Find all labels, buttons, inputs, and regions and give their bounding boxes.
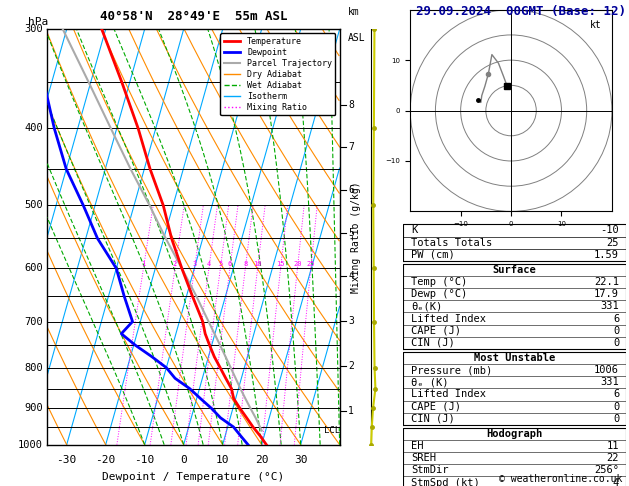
Text: © weatheronline.co.uk: © weatheronline.co.uk <box>499 473 623 484</box>
Text: 22.1: 22.1 <box>594 277 619 287</box>
Text: 2: 2 <box>348 361 354 370</box>
Text: 25: 25 <box>306 261 315 267</box>
Text: 600: 600 <box>24 263 43 274</box>
Text: SREH: SREH <box>411 453 437 463</box>
Text: Surface: Surface <box>493 265 536 275</box>
Text: 6: 6 <box>613 389 619 399</box>
Text: Mixing Ratio (g/kg): Mixing Ratio (g/kg) <box>351 181 360 293</box>
Text: -10: -10 <box>601 226 619 235</box>
Text: 500: 500 <box>24 200 43 210</box>
Text: 2: 2 <box>173 261 177 267</box>
Text: 5: 5 <box>348 227 354 238</box>
Text: 8: 8 <box>348 100 354 110</box>
Text: Dewp (°C): Dewp (°C) <box>411 289 468 299</box>
Text: Lifted Index: Lifted Index <box>411 389 486 399</box>
Text: Temp (°C): Temp (°C) <box>411 277 468 287</box>
Text: LCL: LCL <box>323 426 340 435</box>
Text: StmDir: StmDir <box>411 466 449 475</box>
Text: CIN (J): CIN (J) <box>411 414 455 424</box>
Legend: Temperature, Dewpoint, Parcel Trajectory, Dry Adiabat, Wet Adiabat, Isotherm, Mi: Temperature, Dewpoint, Parcel Trajectory… <box>221 34 335 116</box>
Text: 1000: 1000 <box>18 440 43 450</box>
Text: 1: 1 <box>142 261 145 267</box>
Text: PW (cm): PW (cm) <box>411 250 455 260</box>
Text: 0: 0 <box>613 338 619 348</box>
Text: 25: 25 <box>606 238 619 248</box>
Text: 900: 900 <box>24 403 43 413</box>
Text: 0: 0 <box>181 455 187 465</box>
Text: Hodograph: Hodograph <box>486 429 542 439</box>
Text: 6: 6 <box>228 261 232 267</box>
Text: K: K <box>411 226 418 235</box>
Text: 15: 15 <box>276 261 285 267</box>
Text: Most Unstable: Most Unstable <box>474 353 555 363</box>
Text: ASL: ASL <box>348 34 366 43</box>
Text: 20: 20 <box>255 455 269 465</box>
Text: 700: 700 <box>24 316 43 327</box>
Text: 11: 11 <box>606 441 619 451</box>
Text: 6: 6 <box>348 185 354 195</box>
Text: StmSpd (kt): StmSpd (kt) <box>411 478 481 486</box>
Text: 800: 800 <box>24 363 43 373</box>
Text: 300: 300 <box>24 24 43 34</box>
Text: 3: 3 <box>192 261 197 267</box>
Text: -30: -30 <box>57 455 77 465</box>
Text: hPa: hPa <box>28 17 48 27</box>
Text: 29.09.2024  00GMT (Base: 12): 29.09.2024 00GMT (Base: 12) <box>416 5 626 18</box>
Text: 8: 8 <box>243 261 247 267</box>
Text: 4: 4 <box>348 271 354 281</box>
Text: 400: 400 <box>24 123 43 134</box>
Text: km: km <box>348 7 360 17</box>
Text: θₑ (K): θₑ (K) <box>411 377 449 387</box>
Text: kt: kt <box>590 20 602 30</box>
Text: CIN (J): CIN (J) <box>411 338 455 348</box>
Text: 331: 331 <box>601 377 619 387</box>
Text: 1.59: 1.59 <box>594 250 619 260</box>
Text: -20: -20 <box>96 455 116 465</box>
Text: 4: 4 <box>613 478 619 486</box>
Text: 0: 0 <box>613 414 619 424</box>
Text: 30: 30 <box>294 455 308 465</box>
Text: 1006: 1006 <box>594 365 619 375</box>
Text: 6: 6 <box>613 313 619 324</box>
Text: CAPE (J): CAPE (J) <box>411 326 462 336</box>
Text: 3: 3 <box>348 315 354 326</box>
Text: 20: 20 <box>293 261 302 267</box>
Text: EH: EH <box>411 441 424 451</box>
Text: 256°: 256° <box>594 466 619 475</box>
Text: Pressure (mb): Pressure (mb) <box>411 365 493 375</box>
Text: -10: -10 <box>135 455 155 465</box>
Text: 331: 331 <box>601 301 619 312</box>
Text: CAPE (J): CAPE (J) <box>411 402 462 412</box>
Text: Lifted Index: Lifted Index <box>411 313 486 324</box>
Text: 7: 7 <box>348 142 354 152</box>
Text: 1: 1 <box>348 406 354 417</box>
Text: 10: 10 <box>216 455 230 465</box>
Text: 0: 0 <box>613 326 619 336</box>
Text: 4: 4 <box>207 261 211 267</box>
Text: 5: 5 <box>218 261 223 267</box>
Text: 22: 22 <box>606 453 619 463</box>
Text: Totals Totals: Totals Totals <box>411 238 493 248</box>
Text: 17.9: 17.9 <box>594 289 619 299</box>
Text: 40°58'N  28°49'E  55m ASL: 40°58'N 28°49'E 55m ASL <box>99 10 287 23</box>
Text: 10: 10 <box>253 261 262 267</box>
Text: Dewpoint / Temperature (°C): Dewpoint / Temperature (°C) <box>103 472 284 482</box>
Text: θₑ(K): θₑ(K) <box>411 301 443 312</box>
Text: 0: 0 <box>613 402 619 412</box>
